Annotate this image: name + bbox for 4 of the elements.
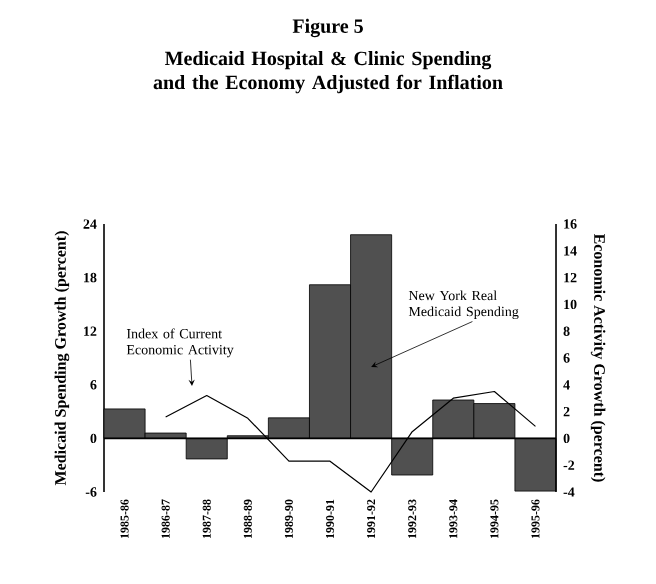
y2-axis-title: Economic Activity Growth (percent)	[590, 233, 606, 482]
y-axis-title: Medicaid Spending Growth (percent)	[54, 231, 70, 486]
chart-subtitle: Medicaid Hospital & Clinic Spending and the Economy Adjusted for Inflation	[153, 51, 503, 94]
chart-title: Figure 5	[292, 18, 363, 38]
